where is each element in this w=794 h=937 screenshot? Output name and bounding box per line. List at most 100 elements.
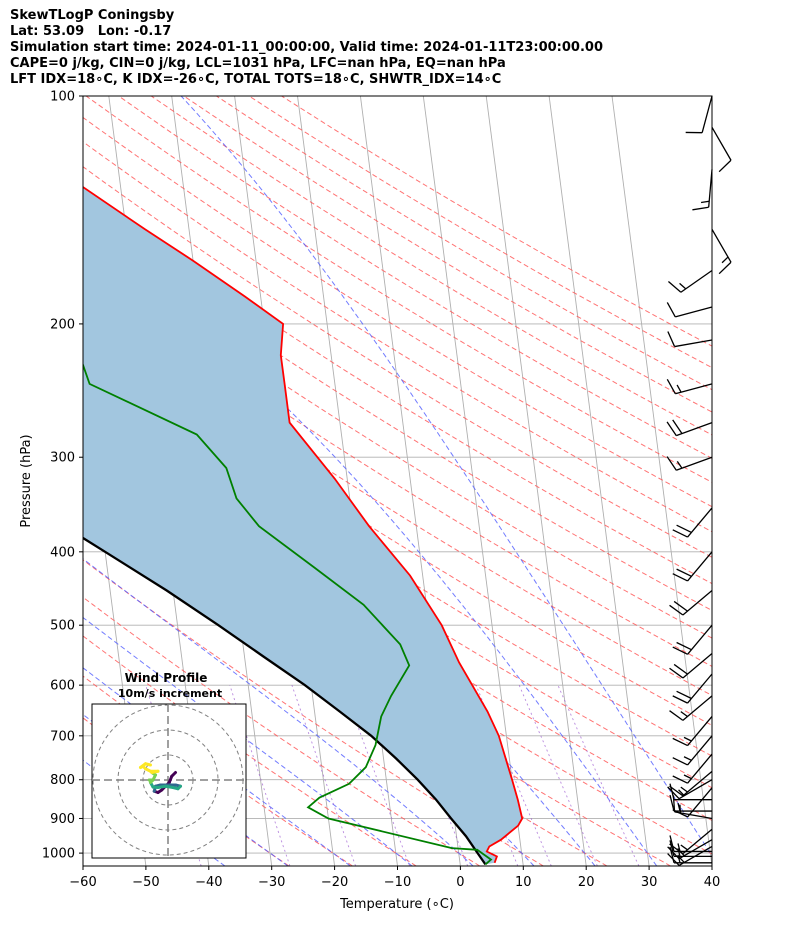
dry-adiabat: [83, 166, 712, 558]
wind-barb-shaft: [682, 770, 713, 797]
wind-barb-flag: [667, 853, 680, 866]
x-tick-label: −40: [195, 875, 222, 890]
wind-barb: [672, 673, 713, 704]
wind-barb: [672, 735, 713, 766]
wind-barb-flag: [676, 568, 692, 577]
wind-barb: [669, 770, 713, 797]
moist-adiabat: [180, 96, 712, 857]
wind-barb: [667, 845, 713, 867]
dry-adiabat: [85, 96, 712, 483]
y-tick-label: 300: [50, 451, 75, 466]
wind-barb-half-flag: [721, 256, 729, 264]
x-axis-label: Temperature (∘C): [339, 897, 454, 912]
dry-adiabat: [183, 96, 712, 413]
wind-barb-flag: [718, 159, 732, 173]
wind-barb-shaft: [711, 127, 732, 161]
wind-barb-flag: [676, 690, 692, 700]
wind-barb-flag: [666, 456, 677, 471]
mixing-ratio-line: [397, 684, 469, 866]
wind-barb-shaft: [682, 590, 713, 616]
wind-barb: [666, 419, 713, 437]
mixing-ratio-line: [518, 684, 598, 866]
wind-barb-flag: [672, 646, 688, 655]
wind-barb-shaft: [674, 339, 713, 348]
wind-barb: [711, 127, 732, 173]
x-tick-label: 0: [456, 875, 464, 890]
wind-barb: [672, 624, 713, 655]
wind-barb: [672, 551, 713, 582]
cin-cape-shading: [83, 187, 523, 865]
wind-barb-shaft: [687, 716, 713, 747]
header-line-times: Simulation start time: 2024-01-11_00:00:…: [10, 40, 603, 55]
parcel-path-line: [83, 536, 487, 866]
header-line-station: SkewTLogP Coningsby: [10, 8, 175, 23]
dry-adiabat: [83, 390, 712, 789]
mixing-ratio-line: [475, 684, 552, 866]
wind-barb: [672, 753, 713, 784]
wind-barb-flag: [667, 331, 676, 347]
wind-barb: [666, 302, 713, 318]
wind-barb-flag: [672, 737, 688, 747]
wind-barb-shaft: [682, 653, 713, 679]
wind-barb-flag: [718, 261, 732, 275]
wind-barb-flag: [666, 421, 677, 436]
wind-barb-flag: [692, 206, 709, 211]
wind-barb-shaft: [676, 456, 713, 471]
wind-barb-shaft: [708, 169, 713, 208]
moist-adiabat: [83, 558, 474, 866]
wind-barb-flag: [669, 604, 684, 616]
wind-barb-shaft: [680, 269, 713, 293]
wind-barb-flag: [667, 280, 682, 293]
mixing-ratio-line: [342, 684, 411, 866]
wind-barb-shaft: [676, 421, 713, 437]
y-tick-label: 600: [50, 679, 75, 694]
wind-barb-flag: [672, 419, 683, 434]
x-tick-label: −50: [132, 875, 159, 890]
wind-barb: [711, 228, 732, 275]
wind-barb-flag: [669, 667, 684, 679]
x-tick-label: 10: [515, 875, 532, 890]
wind-barb-half-flag: [700, 200, 710, 204]
isotherm: [422, 96, 524, 866]
x-tick-label: 20: [578, 875, 595, 890]
wind-barb-shaft: [682, 828, 713, 855]
y-tick-label: 800: [50, 773, 75, 788]
wind-barb: [666, 456, 713, 471]
wind-barb: [667, 331, 713, 348]
wind-barb-half-flag: [683, 756, 692, 761]
y-axis-label: Pressure (hPa): [19, 434, 34, 527]
wind-barb-shaft: [687, 787, 713, 818]
y-tick-label: 700: [50, 729, 75, 744]
wind-barb-shaft: [711, 228, 732, 263]
wind-barb-half-flag: [676, 384, 682, 393]
dewpoint-line: [83, 362, 493, 866]
wind-barb: [672, 787, 713, 818]
wind-barb-shaft: [687, 507, 713, 538]
wind-barb-half-flag: [677, 802, 681, 812]
header-line-indices-1: CAPE=0 j/kg, CIN=0 j/kg, LCL=1031 hPa, L…: [10, 56, 506, 71]
x-tick-label: 40: [704, 875, 721, 890]
x-tick-label: −30: [258, 875, 285, 890]
x-tick-label: −20: [321, 875, 348, 890]
wind-barb-flag: [673, 600, 688, 612]
wind-barb-half-flag: [680, 711, 688, 718]
wind-barb-flag: [669, 710, 684, 721]
wind-barb-shaft: [678, 839, 713, 860]
wind-barb-half-flag: [679, 282, 687, 290]
wind-barb-flag: [667, 786, 680, 800]
wind-barb-shaft: [701, 95, 713, 133]
dry-adiabat: [83, 635, 417, 866]
wind-barb: [669, 828, 713, 855]
wind-barb: [669, 653, 713, 679]
moist-adiabat: [83, 667, 351, 866]
x-tick-label: −60: [69, 875, 96, 890]
wind-barb-flag: [673, 663, 688, 675]
wind-barb: [672, 507, 713, 538]
wind-barb: [669, 695, 713, 721]
wind-barb-flag: [669, 840, 675, 857]
x-tick-label: −10: [384, 875, 411, 890]
isotherm: [83, 862, 84, 866]
wind-barb-shaft: [675, 383, 713, 395]
wind-barb-half-flag: [680, 786, 688, 793]
